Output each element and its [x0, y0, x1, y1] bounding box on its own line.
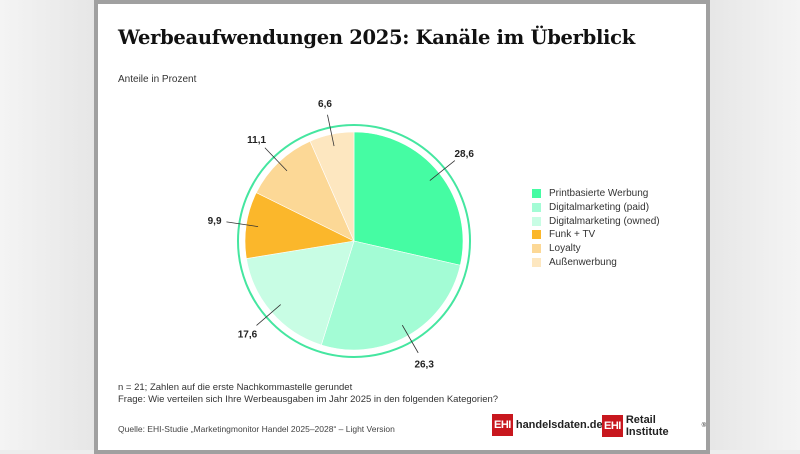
legend-swatch [532, 216, 541, 226]
legend-swatch [532, 230, 541, 240]
background-left [0, 0, 96, 450]
leader-line-4 [264, 147, 288, 172]
handelsdaten-text: handelsdaten.de [515, 419, 603, 431]
leader-line-3 [226, 221, 259, 227]
legend-label: Digitalmarketing (paid) [549, 202, 650, 214]
data-label-2: 17,6 [238, 329, 258, 340]
data-label-5: 6,6 [318, 99, 332, 110]
chart-title: Werbeaufwendungen 2025: Kanäle im Überbl… [118, 26, 635, 49]
legend-swatch [532, 189, 541, 199]
leader-line-1 [401, 324, 419, 354]
legend-item: Digitalmarketing (owned) [532, 214, 660, 228]
leader-line-2 [256, 304, 281, 326]
legend-label: Loyalty [549, 243, 581, 255]
source-note: Quelle: EHI-Studie „Marketingmonitor Han… [118, 424, 395, 434]
legend-swatch [532, 257, 541, 267]
legend-item: Funk + TV [532, 228, 660, 242]
legend-item: Loyalty [532, 242, 660, 256]
data-label-4: 11,1 [247, 135, 266, 146]
chart-card: Werbeaufwendungen 2025: Kanäle im Überbl… [94, 0, 710, 454]
data-label-0: 28,6 [455, 149, 475, 160]
legend-item: Digitalmarketing (paid) [532, 201, 660, 215]
sample-note: n = 21; Zahlen auf die erste Nachkommast… [118, 382, 353, 393]
legend-label: Außenwerbung [549, 256, 617, 268]
footnote: n = 21; Zahlen auf die erste Nachkommast… [118, 382, 498, 406]
background-right [706, 0, 800, 450]
legend: Printbasierte Werbung Digitalmarketing (p… [532, 187, 660, 269]
handelsdaten-logo[interactable]: EHI handelsdaten.de [492, 414, 603, 436]
leader-line-0 [429, 160, 456, 181]
ehi-logo-box: EHI [492, 414, 513, 436]
legend-item: Außenwerbung [532, 255, 660, 269]
question-note: Frage: Wie verteilen sich Ihre Werbeausg… [118, 394, 499, 405]
pie-chart: 28,6 26,3 17,6 9,9 11,1 6,6 [208, 99, 475, 370]
leader-line-5 [327, 114, 335, 147]
legend-item: Printbasierte Werbung [532, 187, 660, 201]
registered-mark: ® [701, 423, 706, 429]
retail-institute-text: Retail Institute [625, 414, 669, 438]
data-label-1: 26,3 [414, 359, 434, 370]
legend-swatch [532, 203, 541, 213]
chart-subtitle: Anteile in Prozent [118, 74, 197, 85]
legend-label: Funk + TV [549, 229, 596, 241]
ehi-retail-logo[interactable]: EHI Retail Institute ® [602, 414, 706, 438]
legend-label: Digitalmarketing (owned) [549, 215, 660, 227]
legend-label: Printbasierte Werbung [549, 188, 649, 200]
legend-swatch [532, 244, 541, 254]
pie-ring [237, 124, 471, 358]
ehi-logo-box: EHI [602, 415, 623, 437]
data-label-3: 9,9 [208, 216, 222, 227]
